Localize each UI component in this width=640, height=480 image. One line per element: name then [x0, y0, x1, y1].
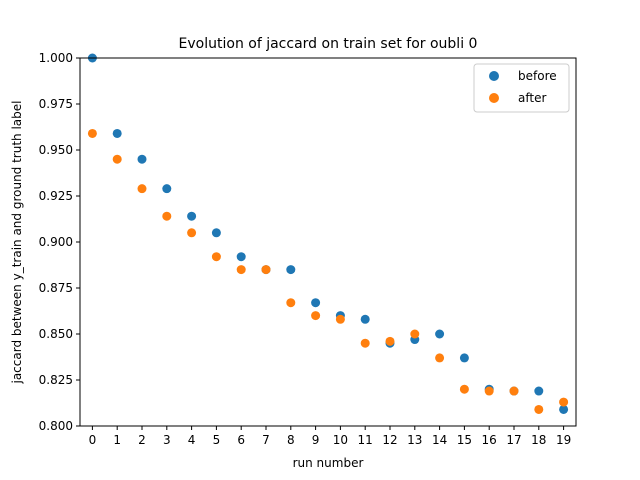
point-after: [162, 211, 172, 221]
point-before: [187, 211, 197, 221]
point-before: [459, 353, 469, 363]
point-after: [360, 338, 370, 348]
x-tick-label: 16: [482, 433, 497, 447]
legend-label-after: after: [518, 91, 546, 105]
x-tick-label: 7: [262, 433, 270, 447]
y-tick-label: 0.900: [39, 235, 73, 249]
legend-marker-after: [489, 93, 499, 103]
point-after: [484, 386, 494, 396]
y-tick-label: 0.975: [39, 97, 73, 111]
point-before: [534, 386, 544, 396]
chart-title: Evolution of jaccard on train set for ou…: [179, 36, 478, 52]
point-after: [311, 311, 321, 321]
point-after: [211, 252, 221, 262]
point-before: [360, 314, 370, 324]
point-after: [385, 336, 395, 346]
y-axis: 0.800 0.825 0.850 0.875 0.900 0.925 0.950 0.975…: [39, 51, 80, 433]
point-after: [137, 184, 147, 194]
x-tick-label: 3: [163, 433, 171, 447]
point-after: [261, 265, 271, 275]
point-before: [137, 154, 147, 164]
point-after: [87, 128, 97, 138]
y-tick-label: 0.950: [39, 143, 73, 157]
x-tick-label: 2: [138, 433, 146, 447]
legend: before after: [473, 63, 570, 113]
point-after: [509, 386, 519, 396]
data-points: [87, 53, 569, 414]
y-tick-label: 0.850: [39, 327, 73, 341]
point-after: [236, 265, 246, 275]
point-before: [236, 252, 246, 262]
x-axis-label: run number: [293, 456, 364, 470]
x-tick-label: 15: [457, 433, 472, 447]
point-before: [311, 298, 321, 308]
point-after: [187, 228, 197, 238]
point-after: [286, 298, 296, 308]
legend-label-before: before: [518, 69, 557, 83]
point-after: [112, 154, 122, 164]
x-tick-label: 5: [213, 433, 221, 447]
x-tick-label: 12: [382, 433, 397, 447]
x-tick-label: 17: [506, 433, 521, 447]
x-tick-label: 0: [89, 433, 97, 447]
x-tick-label: 18: [531, 433, 546, 447]
x-tick-label: 4: [188, 433, 196, 447]
point-before: [211, 228, 221, 238]
point-after: [435, 353, 445, 363]
point-before: [435, 329, 445, 339]
x-tick-label: 13: [407, 433, 422, 447]
point-before: [286, 265, 296, 275]
point-before: [162, 184, 172, 194]
y-tick-label: 1.000: [39, 51, 73, 65]
legend-marker-before: [489, 71, 499, 81]
x-tick-label: 11: [358, 433, 373, 447]
x-tick-label: 14: [432, 433, 447, 447]
y-tick-label: 0.875: [39, 281, 73, 295]
x-tick-label: 19: [556, 433, 571, 447]
point-after: [410, 329, 420, 339]
point-after: [534, 404, 544, 414]
x-tick-label: 9: [312, 433, 320, 447]
y-tick-label: 0.800: [39, 419, 73, 433]
point-after: [559, 397, 569, 407]
point-before: [112, 128, 122, 138]
y-axis-label: jaccard between y_train and ground truth…: [10, 101, 24, 385]
point-before: [559, 404, 569, 414]
y-tick-label: 0.925: [39, 189, 73, 203]
x-tick-label: 10: [333, 433, 348, 447]
y-tick-label: 0.825: [39, 373, 73, 387]
point-after: [335, 314, 345, 324]
x-tick-label: 6: [237, 433, 245, 447]
point-after: [459, 384, 469, 394]
x-tick-label: 8: [287, 433, 295, 447]
x-tick-label: 1: [113, 433, 121, 447]
x-axis: 0 1 2 3 4 5 6 7 8 9 10 11 12 13 14 15 16 17 18 19: [89, 426, 571, 447]
